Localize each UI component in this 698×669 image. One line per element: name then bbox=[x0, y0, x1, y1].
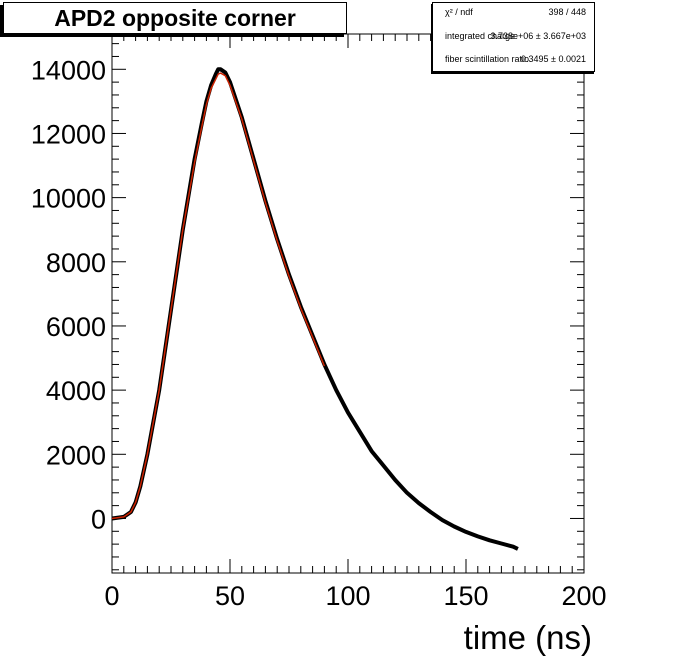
y-tick-label: 12000 bbox=[31, 119, 106, 149]
stats-value: 398 / 448 bbox=[548, 7, 586, 17]
y-tick-label: 14000 bbox=[31, 55, 106, 85]
stats-value: 0.3495 ± 0.0021 bbox=[521, 54, 586, 64]
x-axis-label: time (ns) bbox=[464, 619, 592, 656]
stats-label: fiber scintillation ratio bbox=[445, 54, 530, 64]
plot-frame bbox=[111, 33, 585, 574]
stats-label: χ² / ndf bbox=[445, 7, 473, 17]
stats-row-fiber-ratio: fiber scintillation ratio 0.3495 ± 0.002… bbox=[433, 50, 594, 70]
series-line-1 bbox=[111, 72, 326, 520]
stats-box: χ² / ndf 398 / 448 integrated charge 3.7… bbox=[432, 2, 595, 72]
y-tick-label: 2000 bbox=[46, 440, 106, 470]
x-tick-label: 50 bbox=[215, 581, 245, 611]
y-tick-label: 6000 bbox=[46, 312, 106, 342]
stats-label: integrated charge bbox=[445, 31, 516, 41]
x-tick-label: 200 bbox=[561, 581, 606, 611]
stats-row-chi2: χ² / ndf 398 / 448 bbox=[433, 3, 594, 23]
x-tick-label: 100 bbox=[325, 581, 370, 611]
y-tick-label: 8000 bbox=[46, 248, 106, 278]
chart-title: APD2 opposite corner bbox=[54, 5, 296, 31]
chart-title-box: APD2 opposite corner bbox=[3, 2, 347, 34]
x-tick-label: 0 bbox=[104, 581, 119, 611]
y-tick-label: 4000 bbox=[46, 376, 106, 406]
stats-value: 3.738e+06 ± 3.667e+03 bbox=[490, 31, 586, 41]
stats-row-integrated-charge: integrated charge 3.738e+06 ± 3.667e+03 bbox=[433, 27, 594, 47]
y-tick-label: 0 bbox=[91, 504, 106, 534]
y-tick-label: 10000 bbox=[31, 184, 106, 214]
x-tick-label: 150 bbox=[443, 581, 488, 611]
series-line-0 bbox=[111, 67, 519, 551]
